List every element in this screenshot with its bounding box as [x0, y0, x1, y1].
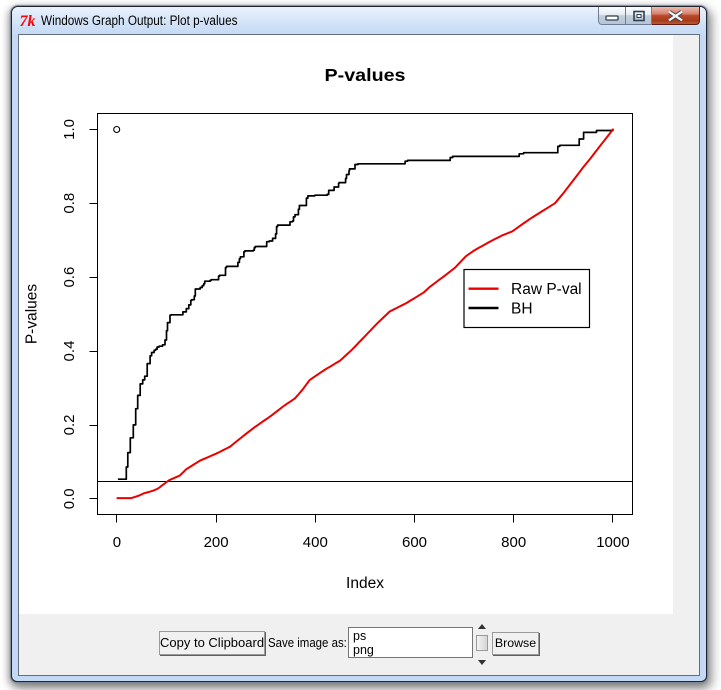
- svg-text:0.2: 0.2: [61, 414, 78, 435]
- svg-text:800: 800: [501, 534, 526, 551]
- svg-text:400: 400: [303, 534, 328, 551]
- svg-text:600: 600: [402, 534, 427, 551]
- svg-text:0: 0: [113, 534, 121, 551]
- svg-text:Index: Index: [346, 575, 384, 592]
- svg-text:P-values: P-values: [325, 65, 406, 85]
- svg-text:0.6: 0.6: [61, 267, 78, 288]
- svg-text:0.4: 0.4: [61, 341, 78, 362]
- svg-text:0.0: 0.0: [61, 488, 78, 509]
- svg-text:1000: 1000: [596, 534, 629, 551]
- svg-text:200: 200: [204, 534, 229, 551]
- svg-text:0.8: 0.8: [61, 193, 78, 214]
- svg-text:BH: BH: [511, 301, 533, 318]
- svg-text:1.0: 1.0: [61, 119, 78, 140]
- svg-text:Raw P-val: Raw P-val: [511, 281, 582, 298]
- svg-text:P-values: P-values: [24, 284, 41, 345]
